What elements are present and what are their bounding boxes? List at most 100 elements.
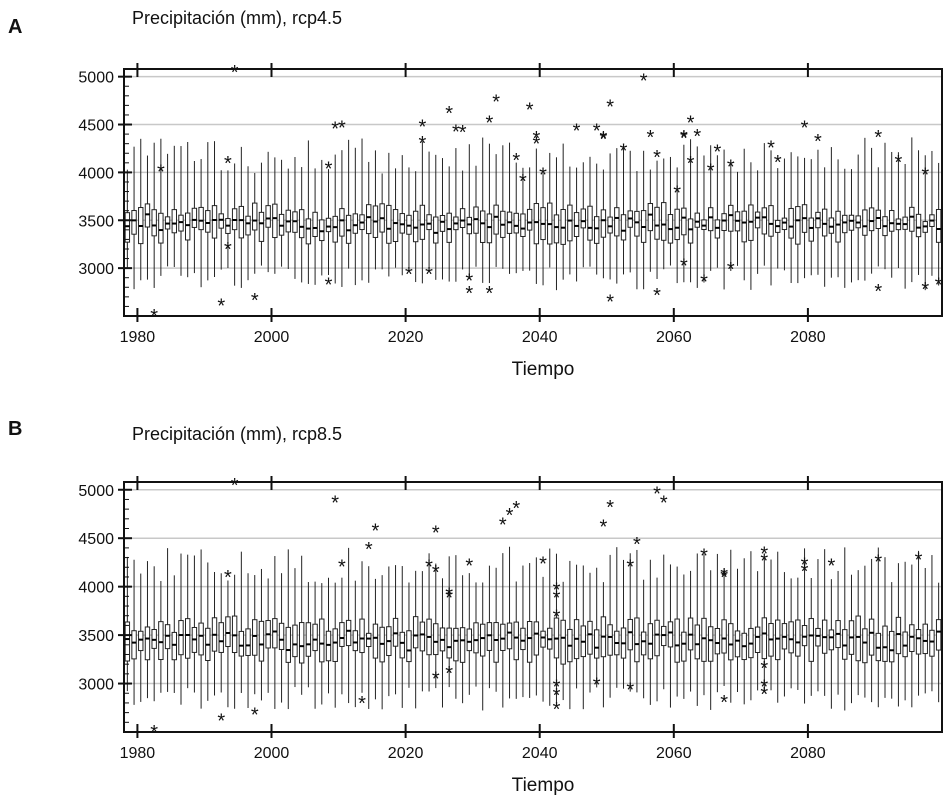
box-plot-2023: [426, 151, 432, 269]
x-axis-label: Tiempo: [512, 775, 575, 796]
box-plot-2012: [352, 580, 359, 708]
box-plot-2078: [795, 156, 801, 284]
box-body: [238, 630, 245, 657]
outlier-point: *: [445, 587, 453, 609]
box-body: [325, 630, 332, 662]
box-plot-2073: [761, 558, 768, 693]
box-body: [754, 626, 761, 654]
box-body: [245, 628, 251, 656]
box-plot-2045: [573, 564, 580, 689]
box-plot-2042: [553, 157, 560, 291]
box-body: [593, 216, 600, 244]
box-plot-2068: [728, 164, 734, 271]
x-tick-label: 1980: [120, 745, 156, 762]
box-body: [480, 623, 486, 657]
outlier-point: *: [774, 152, 782, 174]
box-body: [754, 211, 761, 229]
box-plot-2002: [285, 549, 291, 710]
box-body: [567, 204, 573, 242]
box-plot-2075: [775, 168, 781, 269]
box-body: [714, 219, 721, 239]
box-body: [144, 626, 151, 661]
box-plot-2051: [614, 148, 620, 284]
box-body: [681, 207, 687, 236]
box-body: [875, 209, 882, 230]
box-plot-2009: [332, 154, 338, 284]
plot-frame: [123, 481, 943, 733]
y-tick-label: 4500: [78, 531, 114, 548]
box-plot-2097: [922, 567, 928, 694]
box-plot-2003: [292, 568, 298, 688]
box-body: [654, 619, 660, 657]
box-body: [191, 207, 198, 228]
outlier-point: *: [445, 584, 453, 606]
x-tick-label: 2080: [790, 329, 826, 346]
box-plot-2035: [506, 142, 513, 274]
box-body: [339, 622, 345, 647]
box-body: [131, 210, 137, 235]
outlier-point: *: [713, 141, 721, 163]
box-plot-1989: [198, 159, 204, 288]
box-body: [593, 629, 600, 659]
outlier-point: *: [465, 283, 473, 305]
box-plot-2095: [909, 564, 915, 708]
box-plot-2069: [734, 171, 741, 266]
box-body: [446, 212, 452, 243]
box-plot-2041: [547, 548, 553, 706]
box-body: [728, 623, 734, 661]
box-plot-1986: [178, 553, 184, 705]
box-body: [278, 622, 285, 650]
outlier-point: *: [593, 120, 601, 142]
box-plot-2013: [359, 561, 365, 693]
x-tick-label: 2060: [656, 329, 692, 346]
box-body: [721, 619, 727, 654]
outlier-point: *: [224, 239, 232, 261]
box-body: [272, 618, 278, 649]
box-body: [922, 623, 928, 655]
box-plot-2007: [319, 159, 325, 276]
box-plot-2060: [674, 566, 680, 697]
box-plot-2028: [459, 170, 466, 270]
box-plot-2041: [547, 152, 553, 268]
box-plot-2070: [741, 558, 747, 705]
box-plot-2054: [634, 171, 640, 290]
outlier-point: *: [506, 505, 514, 527]
box-plot-1996: [245, 166, 251, 281]
box-body: [412, 616, 419, 649]
box-plot-2025: [439, 158, 446, 280]
outlier-point: *: [653, 147, 661, 169]
box-body: [775, 619, 781, 661]
box-plot-2025: [439, 578, 446, 708]
outlier-point: *: [680, 255, 688, 277]
outlier-point: *: [539, 553, 547, 575]
outlier-point: *: [600, 129, 608, 151]
box-body: [433, 216, 439, 244]
box-body: [298, 622, 305, 664]
box-body: [366, 204, 372, 235]
box-body: [272, 203, 278, 239]
box-body: [526, 208, 533, 231]
outlier-point: *: [331, 492, 339, 514]
box-plot-2073: [761, 143, 768, 266]
box-body: [694, 212, 700, 228]
box-plot-2067: [721, 569, 727, 686]
x-tick-label: 2080: [790, 745, 826, 762]
box-plot-2039: [533, 148, 540, 284]
box-body: [707, 207, 714, 232]
box-body: [587, 620, 593, 655]
outlier-point: *: [553, 587, 561, 609]
box-plot-2008: [325, 577, 332, 694]
box-body: [614, 207, 620, 237]
outlier-point: *: [626, 556, 634, 578]
box-plot-2059: [667, 156, 674, 266]
box-body: [486, 622, 493, 651]
outlier-point: *: [673, 183, 681, 205]
outlier-point: *: [452, 121, 460, 143]
box-plot-2083: [828, 147, 835, 278]
box-body: [848, 214, 855, 231]
outlier-point: *: [512, 498, 520, 520]
box-body: [734, 630, 741, 658]
box-plot-2023: [426, 553, 432, 692]
outlier-point: *: [646, 127, 654, 149]
outlier-point: *: [727, 157, 735, 179]
